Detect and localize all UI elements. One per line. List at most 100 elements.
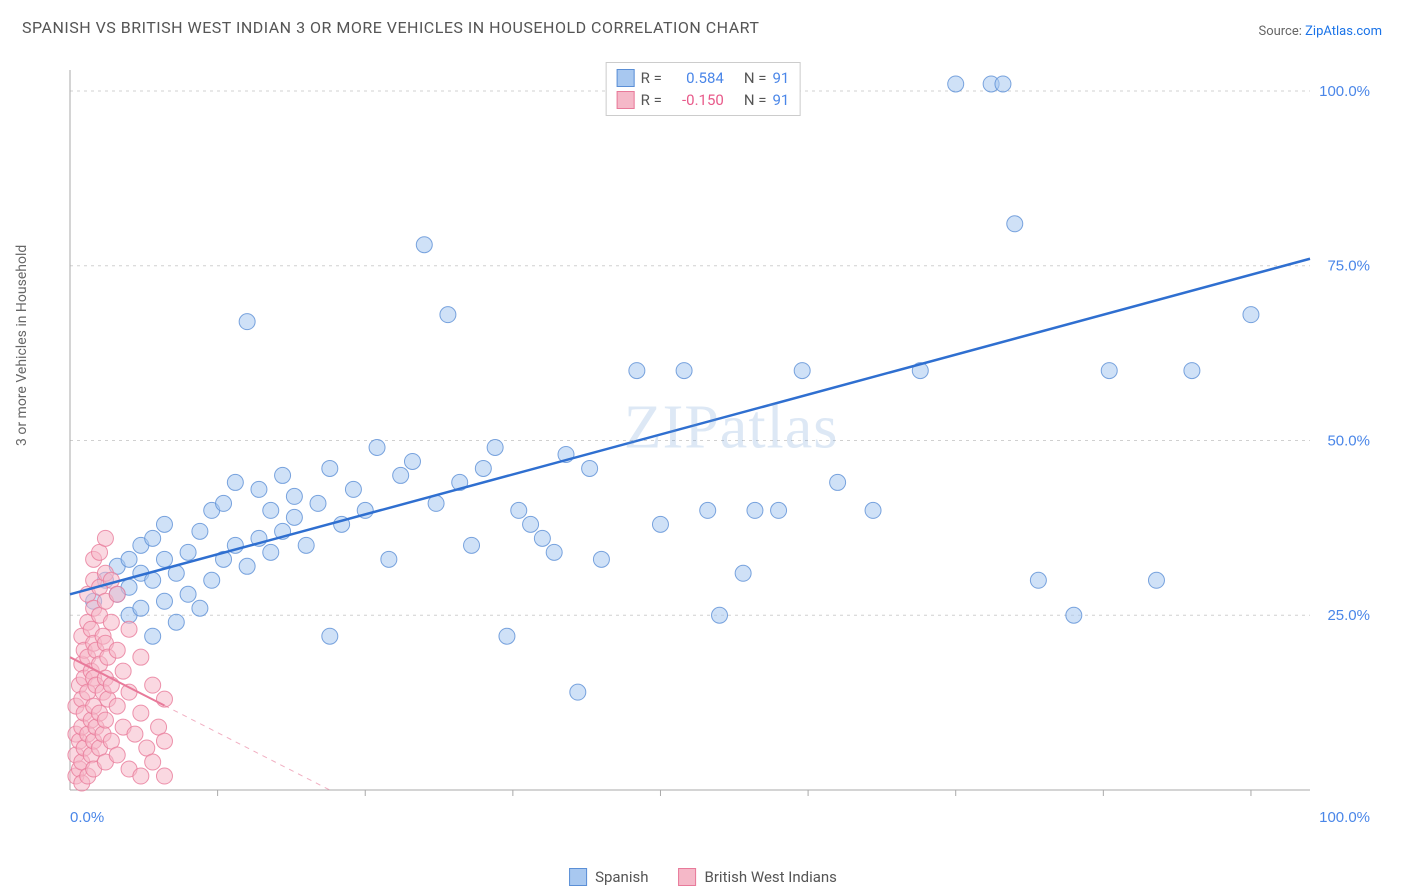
n-value: 91 — [772, 69, 789, 87]
x-tick-label: 0.0% — [70, 809, 104, 826]
y-tick-label: 75.0% — [1327, 258, 1370, 275]
data-point — [133, 649, 149, 665]
scatter-plot: 25.0% 50.0% 75.0% 100.0% 0.0% 100.0% — [60, 60, 1380, 830]
legend-swatch — [569, 868, 587, 886]
data-point — [322, 460, 338, 476]
data-point — [251, 481, 267, 497]
data-point — [534, 530, 550, 546]
data-point — [109, 586, 125, 602]
r-value: -0.150 — [668, 91, 724, 109]
data-point — [156, 516, 172, 532]
n-value: 91 — [772, 91, 789, 109]
legend-label: Spanish — [595, 868, 648, 886]
legend-swatch — [617, 91, 635, 109]
data-point — [440, 307, 456, 323]
data-point — [369, 439, 385, 455]
data-point — [1007, 216, 1023, 232]
data-point — [1101, 363, 1117, 379]
data-point — [103, 614, 119, 630]
data-point — [676, 363, 692, 379]
data-point — [263, 544, 279, 560]
legend-item: Spanish — [569, 868, 648, 886]
data-point — [381, 551, 397, 567]
data-point — [700, 502, 716, 518]
series-legend: Spanish British West Indians — [569, 868, 837, 886]
data-point — [239, 314, 255, 330]
data-point — [97, 530, 113, 546]
correlation-legend: R =0.584N =91R =-0.150N =91 — [606, 62, 801, 116]
data-point — [1066, 607, 1082, 623]
data-point — [475, 460, 491, 476]
data-point — [487, 439, 503, 455]
chart-svg: 25.0% 50.0% 75.0% 100.0% 0.0% 100.0% — [60, 60, 1380, 830]
data-point — [310, 495, 326, 511]
source-attribution: Source: ZipAtlas.com — [1258, 24, 1382, 39]
data-point — [1184, 363, 1200, 379]
data-point — [865, 502, 881, 518]
data-point — [523, 516, 539, 532]
source-link[interactable]: ZipAtlas.com — [1305, 24, 1382, 39]
y-tick-label: 100.0% — [1319, 83, 1370, 100]
data-point — [121, 551, 137, 567]
data-point — [192, 600, 208, 616]
x-tick-label: 100.0% — [1319, 809, 1370, 826]
data-point — [1243, 307, 1259, 323]
data-point — [204, 572, 220, 588]
data-point — [1148, 572, 1164, 588]
data-point — [546, 544, 562, 560]
y-tick-label: 50.0% — [1327, 432, 1370, 449]
data-point — [275, 467, 291, 483]
data-point — [830, 474, 846, 490]
data-point — [263, 502, 279, 518]
data-point — [948, 76, 964, 92]
data-point — [1030, 572, 1046, 588]
data-point — [156, 551, 172, 567]
data-point — [464, 537, 480, 553]
legend-label: British West Indians — [705, 868, 837, 886]
legend-row: R =0.584N =91 — [617, 67, 790, 89]
data-point — [192, 523, 208, 539]
data-point — [109, 747, 125, 763]
n-label: N = — [744, 69, 767, 87]
data-point — [127, 726, 143, 742]
data-point — [168, 614, 184, 630]
data-point — [712, 607, 728, 623]
data-point — [145, 530, 161, 546]
data-point — [133, 705, 149, 721]
legend-swatch — [617, 69, 635, 87]
legend-row: R =-0.150N =91 — [617, 89, 790, 111]
legend-swatch — [679, 868, 697, 886]
data-point — [145, 628, 161, 644]
r-value: 0.584 — [668, 69, 724, 87]
data-point — [629, 363, 645, 379]
data-point — [103, 677, 119, 693]
data-point — [156, 733, 172, 749]
data-point — [145, 754, 161, 770]
y-axis-label: 3 or more Vehicles in Household — [14, 245, 30, 446]
data-point — [109, 642, 125, 658]
data-point — [180, 544, 196, 560]
data-point — [180, 586, 196, 602]
data-point — [747, 502, 763, 518]
data-point — [735, 565, 751, 581]
data-point — [156, 768, 172, 784]
data-point — [345, 481, 361, 497]
data-point — [582, 460, 598, 476]
data-point — [133, 600, 149, 616]
data-point — [404, 453, 420, 469]
data-point — [511, 502, 527, 518]
data-point — [322, 628, 338, 644]
data-point — [239, 558, 255, 574]
data-point — [499, 628, 515, 644]
y-tick-label: 25.0% — [1327, 607, 1370, 624]
data-point — [771, 502, 787, 518]
data-point — [97, 712, 113, 728]
data-point — [133, 768, 149, 784]
data-point — [298, 537, 314, 553]
data-point — [121, 621, 137, 637]
data-point — [216, 495, 232, 511]
data-point — [286, 488, 302, 504]
data-point — [794, 363, 810, 379]
data-point — [156, 593, 172, 609]
data-point — [286, 509, 302, 525]
